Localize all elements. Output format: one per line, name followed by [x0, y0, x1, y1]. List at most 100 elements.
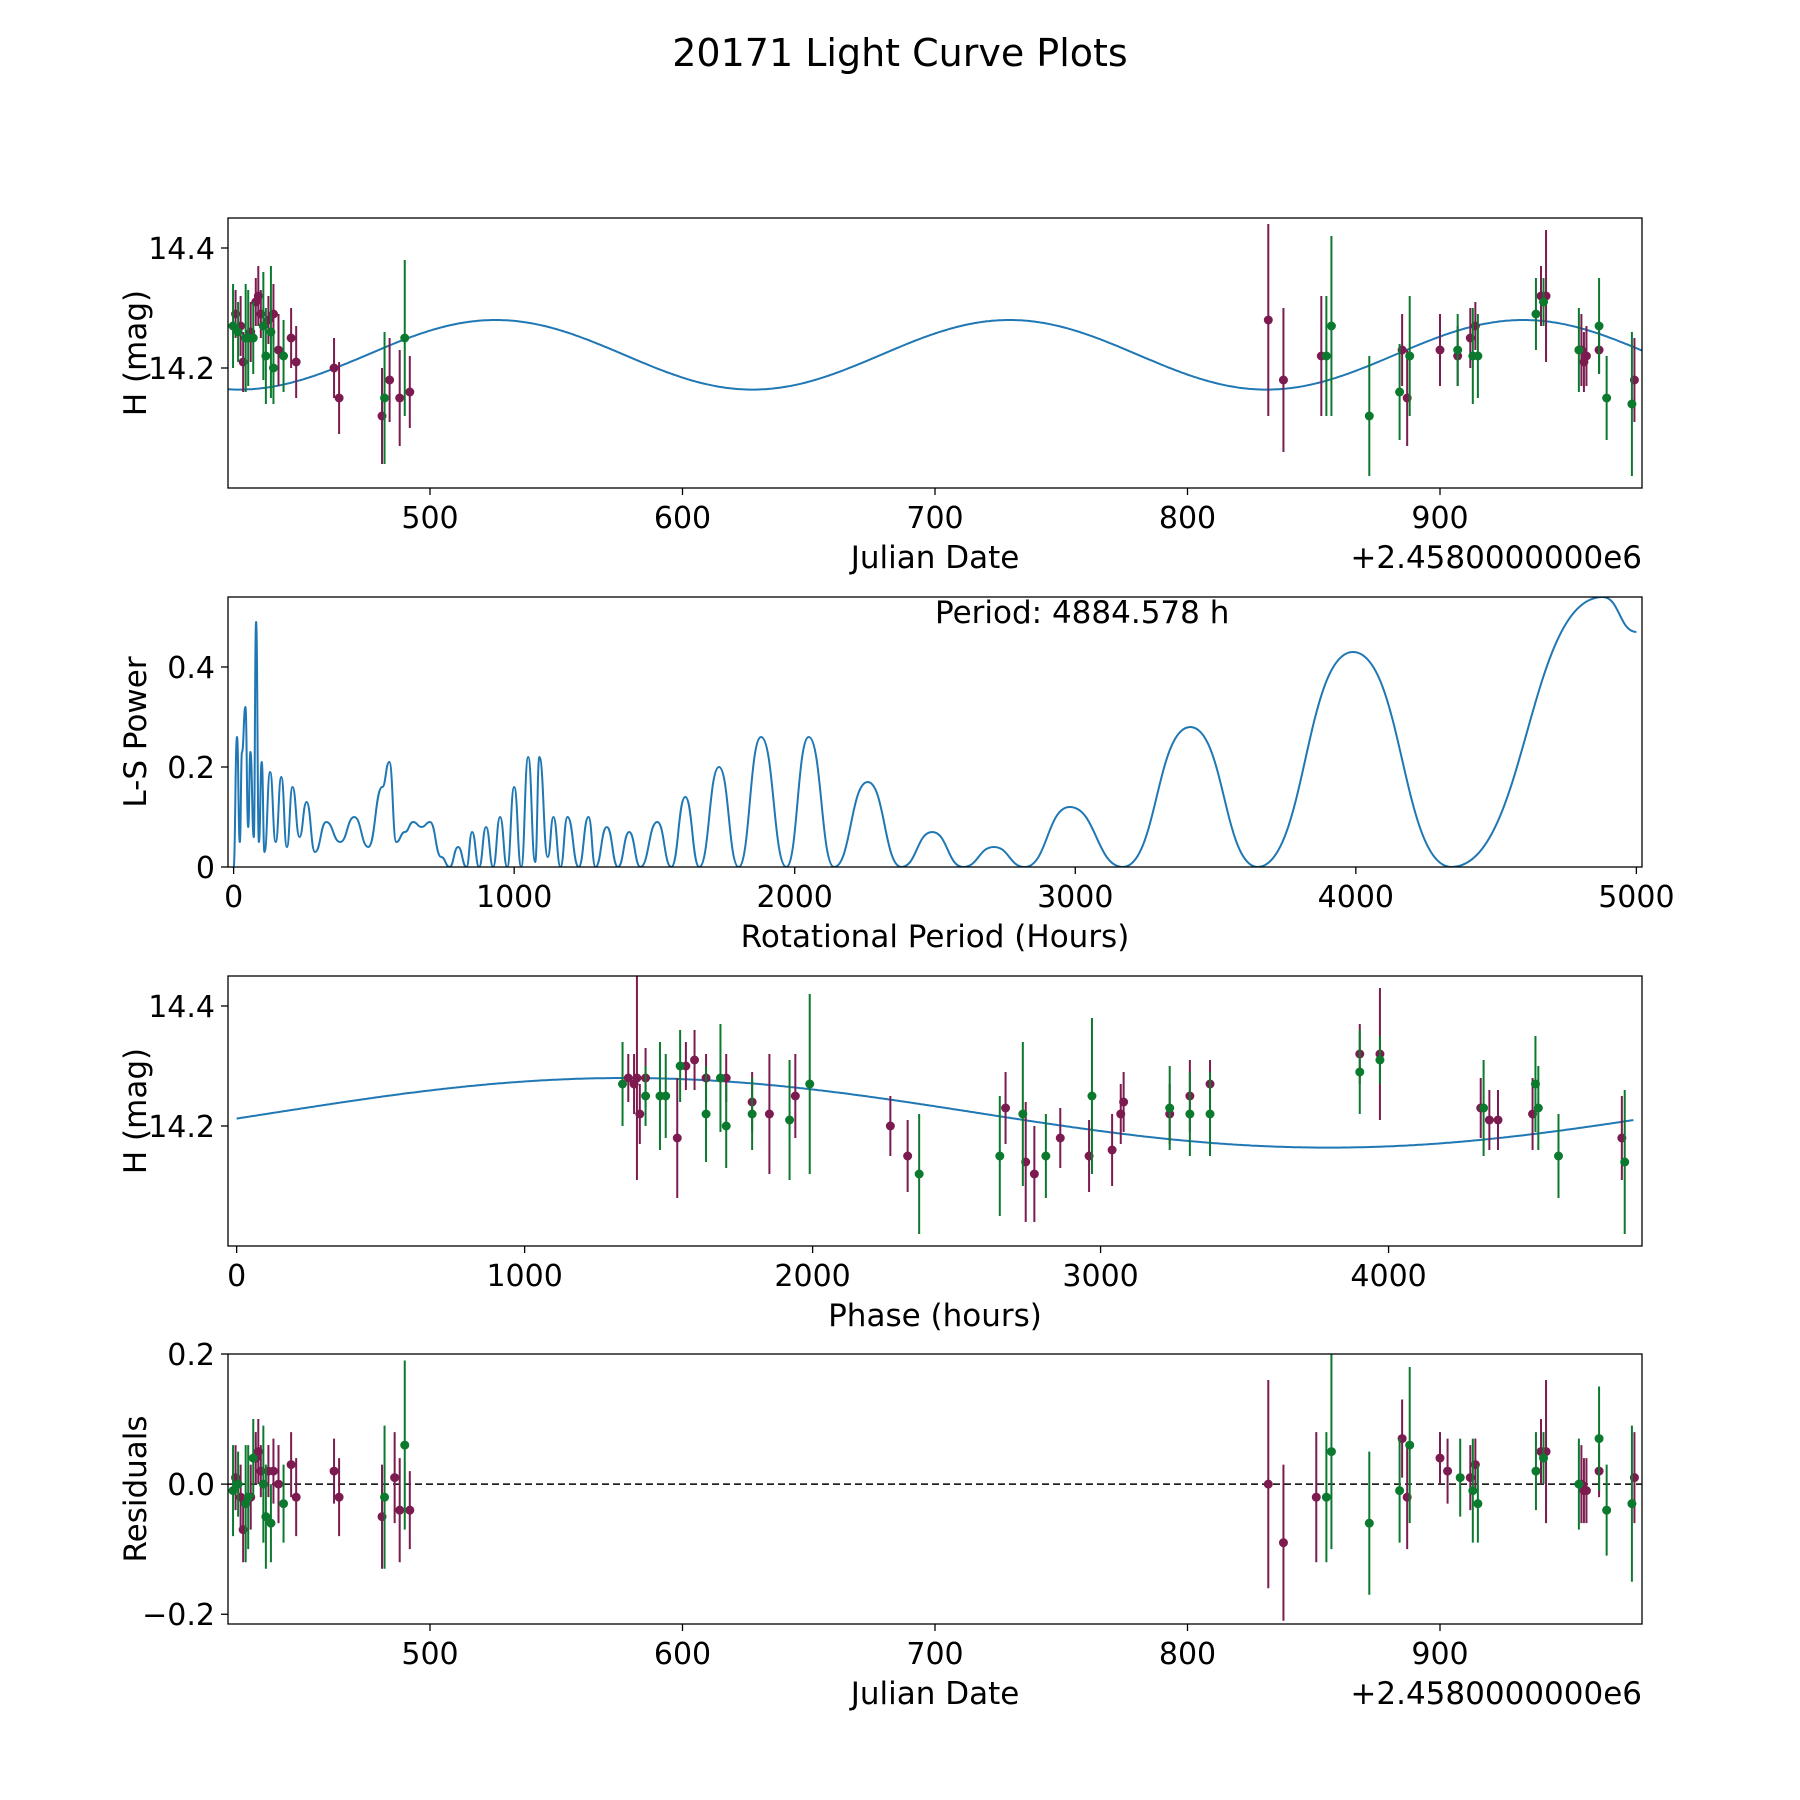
data-point [261, 351, 271, 361]
x-tick-label: 500 [401, 501, 458, 536]
data-point [268, 363, 278, 373]
data-point [1029, 1169, 1039, 1179]
y-tick-label: 14.4 [148, 232, 215, 267]
data-point [1533, 1103, 1543, 1113]
data-point [400, 333, 410, 343]
periodogram-data [232, 597, 1637, 867]
data-point [1484, 1115, 1494, 1125]
y-axis-label: L-S Power [118, 656, 154, 807]
series-band_a [231, 1380, 1639, 1621]
data-point [1453, 345, 1463, 355]
x-axis-label: Rotational Period (Hours) [741, 919, 1130, 955]
data-point [248, 1453, 258, 1463]
data-point [268, 1466, 278, 1476]
data-point [405, 387, 415, 397]
data-point [405, 1505, 415, 1515]
residuals-data [228, 1354, 1642, 1621]
data-point [1594, 1434, 1604, 1444]
data-point [618, 1079, 628, 1089]
periodogram-line [232, 597, 1637, 867]
data-point [233, 327, 243, 337]
data-point [672, 1133, 682, 1143]
data-point [790, 1091, 800, 1101]
x-tick-label: 700 [906, 1637, 963, 1672]
phased-panel: 0 1000 2000 3000 4000 14.2 14.4 Phase (hours) H … [118, 975, 1643, 1334]
x-tick-label: 600 [654, 1637, 711, 1672]
axes-frame [227, 1353, 1643, 1625]
data-point [380, 1492, 390, 1502]
data-point [1531, 1466, 1541, 1476]
data-point [1321, 351, 1331, 361]
data-point [635, 1109, 645, 1119]
data-point [1041, 1151, 1051, 1161]
data-point [1539, 297, 1549, 307]
y-tick-label: 14.2 [148, 1110, 215, 1145]
x-tick-label: 900 [1411, 1637, 1468, 1672]
phased-data [236, 976, 1634, 1234]
data-point [690, 1055, 700, 1065]
data-point [1435, 345, 1445, 355]
period-annotation: Period: 4884.578 h [935, 595, 1229, 631]
data-point [1375, 1055, 1385, 1065]
x-tick-label: 3000 [1037, 880, 1113, 915]
x-tick-label: 600 [654, 501, 711, 536]
data-point [1443, 1466, 1453, 1476]
x-tick-label: 1000 [486, 1259, 562, 1294]
x-axis-label: Julian Date [849, 540, 1020, 576]
data-point [805, 1079, 815, 1089]
data-point [329, 363, 339, 373]
axes-frame [227, 217, 1643, 489]
x-tick-label: 800 [1159, 501, 1216, 536]
series-band_a [623, 976, 1627, 1222]
data-point [1473, 351, 1483, 361]
data-point [1278, 375, 1288, 385]
y-tick-label: 0.0 [167, 1468, 215, 1503]
data-point [995, 1151, 1005, 1161]
data-point [1087, 1091, 1097, 1101]
data-point [1574, 345, 1584, 355]
data-point [1620, 1157, 1630, 1167]
residuals-panel: 500 600 700 800 900 −0.2 0.0 0.2 Julian Date Resi… [118, 1338, 1643, 1712]
data-point [1185, 1109, 1195, 1119]
data-point [395, 1505, 405, 1515]
data-point [675, 1061, 685, 1071]
data-point [1321, 1492, 1331, 1502]
axis-offset-text: +2.4580000000e6 [1350, 1676, 1642, 1712]
series-band_a [231, 224, 1639, 464]
data-point [228, 321, 238, 331]
model-curve [228, 319, 1642, 391]
data-point [1355, 1067, 1365, 1077]
data-point [1602, 393, 1612, 403]
data-point [1278, 1538, 1288, 1548]
data-point [390, 1473, 400, 1483]
y-tick-label: 0.2 [167, 1338, 215, 1373]
data-point [274, 345, 283, 355]
data-point [233, 1479, 243, 1489]
data-point [291, 1492, 301, 1502]
plots: 500 600 700 800 900 14.2 14.4 Julian Date H (mag… [118, 217, 1675, 1712]
data-point [1405, 1440, 1415, 1450]
data-point [1581, 351, 1591, 361]
data-point [1119, 1097, 1129, 1107]
y-tick-label: 14.2 [148, 352, 215, 387]
data-point [266, 1518, 276, 1528]
data-point [1395, 387, 1405, 397]
data-point [1395, 1486, 1405, 1496]
x-tick-label: 3000 [1062, 1259, 1138, 1294]
y-axis-label: Residuals [118, 1415, 154, 1562]
x-tick-label: 800 [1159, 1637, 1216, 1672]
data-point [395, 393, 405, 403]
axes-frame [227, 975, 1643, 1247]
data-point [1326, 321, 1336, 331]
data-point [632, 1073, 642, 1083]
y-tick-label: 0.2 [167, 751, 215, 786]
data-point [286, 333, 296, 343]
series-band_b [618, 994, 1630, 1234]
data-point [661, 1091, 671, 1101]
data-point [1594, 321, 1604, 331]
axes-frame [227, 596, 1643, 868]
data-point [228, 1486, 238, 1496]
data-point [1263, 315, 1273, 325]
data-point [1326, 1447, 1336, 1457]
